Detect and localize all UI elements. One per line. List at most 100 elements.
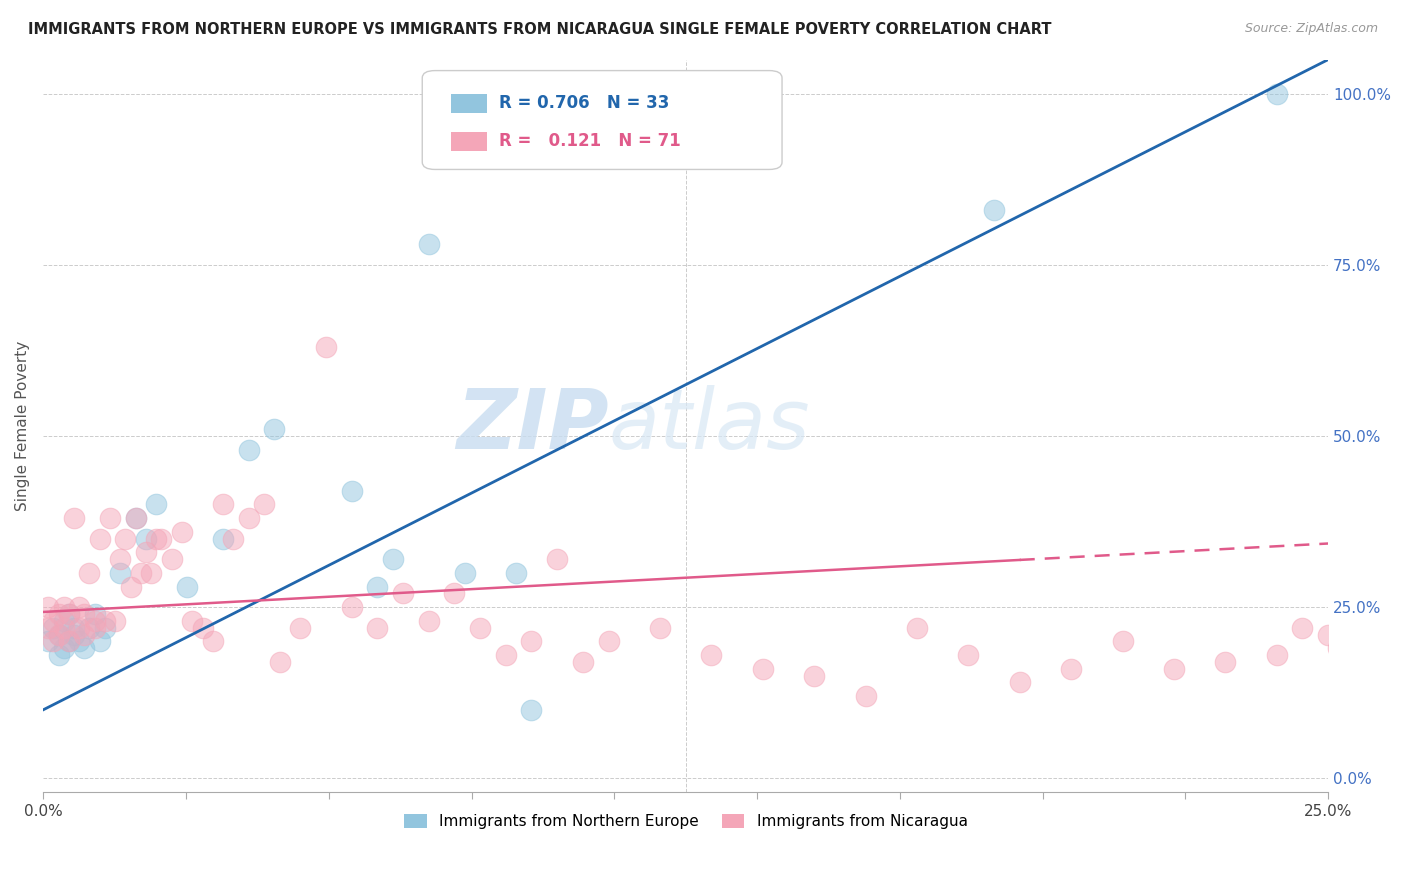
FancyBboxPatch shape — [422, 70, 782, 169]
Point — [58, 607, 80, 621]
Point — [42, 634, 65, 648]
Point — [238, 511, 260, 525]
Point — [63, 511, 86, 525]
Point — [520, 634, 543, 648]
Point — [114, 532, 136, 546]
Point — [418, 237, 440, 252]
Text: Source: ZipAtlas.com: Source: ZipAtlas.com — [1244, 22, 1378, 36]
Point — [52, 600, 75, 615]
Point — [63, 627, 86, 641]
Point — [269, 655, 291, 669]
Point — [191, 621, 214, 635]
Bar — [450, 94, 486, 113]
Point — [160, 552, 183, 566]
Point — [145, 532, 167, 546]
Point — [648, 621, 671, 635]
Point — [83, 607, 105, 621]
Point — [79, 566, 101, 580]
Point — [58, 634, 80, 648]
Point — [468, 621, 491, 635]
Point — [495, 648, 517, 662]
Point — [1317, 627, 1340, 641]
Point — [340, 600, 363, 615]
Text: R = 0.706   N = 33: R = 0.706 N = 33 — [499, 94, 669, 112]
Point — [110, 566, 132, 580]
Point — [67, 621, 90, 635]
Point — [48, 627, 70, 641]
Point — [58, 634, 80, 648]
Point — [170, 524, 193, 539]
Text: atlas: atlas — [609, 385, 810, 467]
Point — [135, 532, 157, 546]
Point — [139, 566, 162, 580]
Point — [48, 648, 70, 662]
Point — [1327, 641, 1350, 656]
Point — [1215, 655, 1237, 669]
Point — [212, 498, 235, 512]
Point — [253, 498, 276, 512]
Point — [89, 532, 111, 546]
Point — [983, 203, 1005, 218]
Point — [135, 545, 157, 559]
Point — [63, 621, 86, 635]
Point — [546, 552, 568, 566]
Point — [58, 607, 80, 621]
Point — [73, 627, 96, 641]
Point — [505, 566, 527, 580]
Point — [572, 655, 595, 669]
Point — [855, 689, 877, 703]
Point — [52, 641, 75, 656]
Bar — [450, 132, 486, 151]
Point — [37, 600, 59, 615]
Point — [42, 621, 65, 635]
Point — [37, 634, 59, 648]
Point — [79, 621, 101, 635]
Point — [212, 532, 235, 546]
Text: IMMIGRANTS FROM NORTHERN EUROPE VS IMMIGRANTS FROM NICARAGUA SINGLE FEMALE POVER: IMMIGRANTS FROM NORTHERN EUROPE VS IMMIG… — [28, 22, 1052, 37]
Point — [104, 614, 127, 628]
Point — [1265, 87, 1288, 101]
Point — [1008, 675, 1031, 690]
Point — [67, 634, 90, 648]
Point — [73, 607, 96, 621]
Point — [48, 627, 70, 641]
Point — [94, 621, 117, 635]
Point — [290, 621, 312, 635]
Point — [94, 614, 117, 628]
Point — [418, 614, 440, 628]
Point — [803, 668, 825, 682]
Point — [700, 648, 723, 662]
Point — [98, 511, 121, 525]
Point — [598, 634, 620, 648]
Point — [125, 511, 148, 525]
Legend: Immigrants from Northern Europe, Immigrants from Nicaragua: Immigrants from Northern Europe, Immigra… — [398, 808, 974, 836]
Point — [52, 621, 75, 635]
Point — [150, 532, 173, 546]
Point — [73, 641, 96, 656]
Point — [453, 566, 475, 580]
Point — [83, 614, 105, 628]
Y-axis label: Single Female Poverty: Single Female Poverty — [15, 341, 30, 511]
Point — [905, 621, 928, 635]
Point — [443, 586, 465, 600]
Text: R =   0.121   N = 71: R = 0.121 N = 71 — [499, 132, 681, 150]
Point — [83, 621, 105, 635]
Point — [48, 607, 70, 621]
Point — [1291, 621, 1313, 635]
Point — [340, 483, 363, 498]
Point — [37, 621, 59, 635]
Point — [957, 648, 980, 662]
Text: ZIP: ZIP — [456, 385, 609, 467]
Point — [366, 621, 388, 635]
Point — [42, 614, 65, 628]
Point — [381, 552, 404, 566]
Point — [752, 662, 775, 676]
Point — [1163, 662, 1185, 676]
Point — [176, 580, 198, 594]
Point — [315, 340, 337, 354]
Point — [120, 580, 142, 594]
Point — [238, 442, 260, 457]
Point — [110, 552, 132, 566]
Point — [145, 498, 167, 512]
Point — [201, 634, 224, 648]
